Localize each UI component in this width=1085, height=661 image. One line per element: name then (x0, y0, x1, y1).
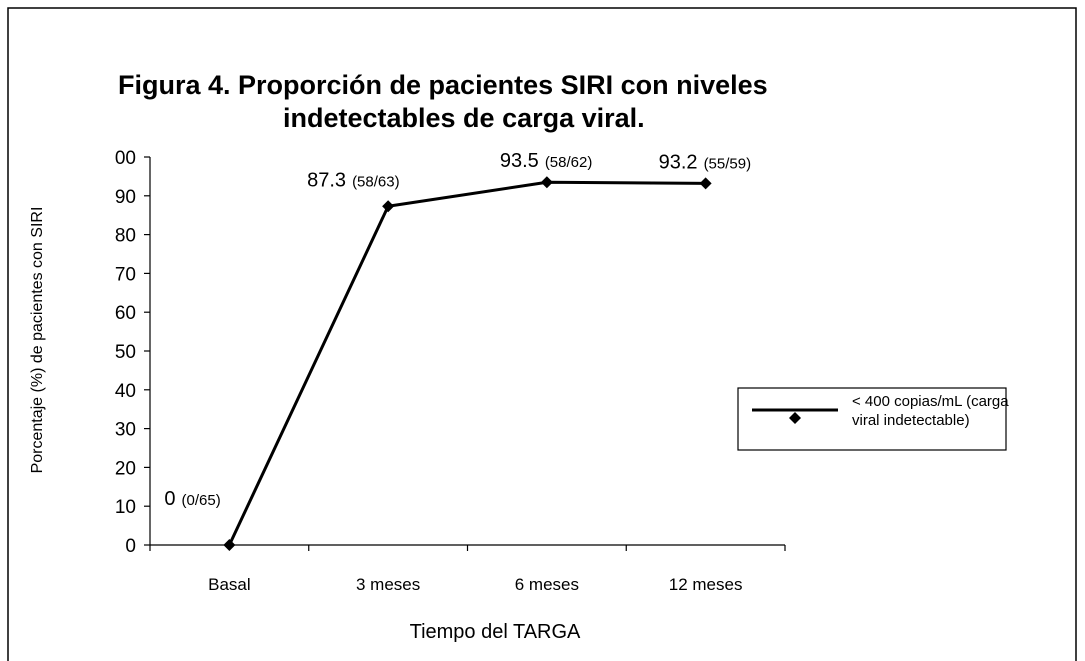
frame (7, 7, 1077, 661)
x-tick-label: 6 meses (515, 575, 579, 594)
y-tick-label: 90 (115, 187, 136, 208)
data-label: 93.5 (58/62) (500, 150, 592, 172)
data-count: (58/62) (545, 154, 593, 171)
data-label: 87.3 (58/63) (307, 169, 399, 191)
y-tick-label: 80 (115, 226, 136, 247)
chart-title: Figura 4. Proporción de pacientes SIRI c… (118, 70, 768, 100)
data-value: 87.3 (307, 169, 346, 191)
y-tick-label: 30 (115, 420, 136, 441)
data-point (699, 177, 712, 190)
y-tick-label: 70 (115, 264, 136, 285)
data-label: 93.2 (55/59) (659, 151, 751, 173)
chart-title: indetectables de carga viral. (283, 103, 645, 133)
x-tick-label: 3 meses (356, 575, 420, 594)
x-axis-label: Tiempo del TARGA (410, 621, 581, 643)
legend-marker (789, 412, 801, 424)
series-line (228, 180, 706, 546)
y-tick-label: 0 (125, 536, 136, 557)
y-tick-label: 20 (115, 458, 136, 479)
data-value: 0 (164, 488, 175, 510)
data-point (223, 539, 236, 551)
y-tick-label: 10 (115, 497, 136, 518)
data-point (382, 200, 395, 213)
data-value: 93.2 (659, 151, 698, 173)
data-count: (0/65) (182, 492, 221, 509)
data-count: (55/59) (704, 155, 752, 172)
data-point (540, 176, 553, 189)
legend-label: < 400 copias/mL (carga viral indetectabl… (852, 393, 1009, 429)
data-label: 0 (0/65) (164, 488, 220, 510)
data-count: (58/63) (352, 173, 400, 190)
y-axis-label: Porcentaje (%) de pacientes con SIRI (29, 207, 46, 474)
y-tick-label: 00 (115, 148, 136, 169)
x-tick-label: 12 meses (669, 575, 743, 594)
x-tick-label: Basal (208, 575, 251, 594)
y-tick-label: 50 (115, 342, 136, 363)
legend-box (737, 387, 1007, 451)
y-tick-label: 40 (115, 381, 136, 402)
data-value: 93.5 (500, 150, 539, 172)
y-tick-label: 60 (115, 303, 136, 324)
